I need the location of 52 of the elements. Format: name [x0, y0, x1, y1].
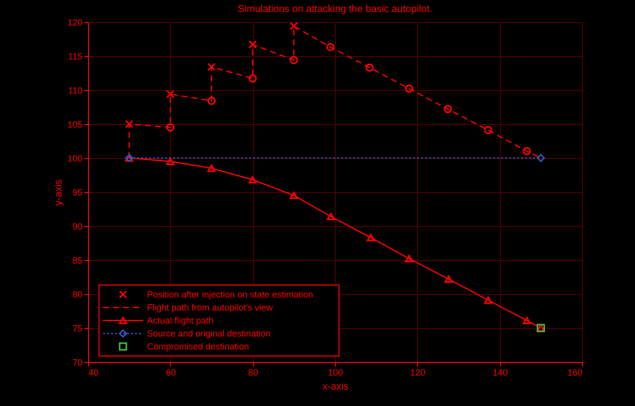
- point: [444, 104, 452, 114]
- point: [166, 158, 174, 166]
- point: [207, 62, 216, 71]
- point: [326, 212, 335, 220]
- x-tick-label: 120: [410, 368, 426, 378]
- y-tick-label: 80: [72, 290, 82, 300]
- x-axis-title: x-axis: [322, 382, 349, 392]
- point: [207, 96, 216, 105]
- y-tick-label: 90: [72, 222, 82, 232]
- point: [290, 22, 298, 30]
- y-tick-label: 105: [67, 120, 82, 130]
- point: [484, 126, 492, 134]
- point: [444, 275, 453, 283]
- legend-label: Source and original destination: [147, 328, 271, 338]
- point: [207, 164, 216, 172]
- point: [290, 56, 298, 64]
- x-tick-label: 140: [492, 368, 508, 378]
- point: [536, 154, 545, 162]
- y-tick-label: 100: [67, 154, 82, 164]
- point: [248, 40, 257, 49]
- legend-label: Compromised destination: [147, 342, 250, 352]
- point: [366, 234, 375, 242]
- y-tick-label: 75: [72, 324, 82, 334]
- point: [522, 147, 531, 156]
- point: [484, 296, 492, 304]
- point: [522, 316, 531, 324]
- y-tick-label: 95: [72, 188, 82, 198]
- point: [290, 192, 298, 200]
- y-tick-label: 85: [72, 256, 82, 266]
- point: [326, 43, 335, 52]
- y-axis-title: y-axis: [53, 179, 64, 206]
- x-tick-label: 160: [567, 368, 582, 378]
- point: [125, 120, 134, 128]
- y-tick-label: 70: [72, 358, 82, 368]
- point: [248, 176, 257, 184]
- legend-label: Position after injection on state estimation: [147, 290, 314, 300]
- y-tick-label: 120: [67, 18, 82, 28]
- y-tick-label: 110: [68, 86, 82, 96]
- point: [404, 84, 414, 93]
- legend-label: Flight path from autopilot's view: [147, 302, 274, 312]
- y-tick-label: 115: [68, 52, 82, 62]
- point: [404, 254, 414, 262]
- x-tick-label: 100: [328, 368, 344, 378]
- point: [365, 63, 374, 72]
- point: [166, 90, 174, 98]
- x-tick-label: 80: [248, 368, 258, 378]
- legend-label: Actual flight path: [147, 316, 214, 326]
- x-tick-label: 60: [166, 368, 176, 378]
- point: [248, 74, 257, 83]
- x-tick-label: 40: [88, 368, 99, 378]
- chart-title: Simulations on attacking the basic autopilot.: [238, 4, 432, 15]
- point: [166, 123, 174, 132]
